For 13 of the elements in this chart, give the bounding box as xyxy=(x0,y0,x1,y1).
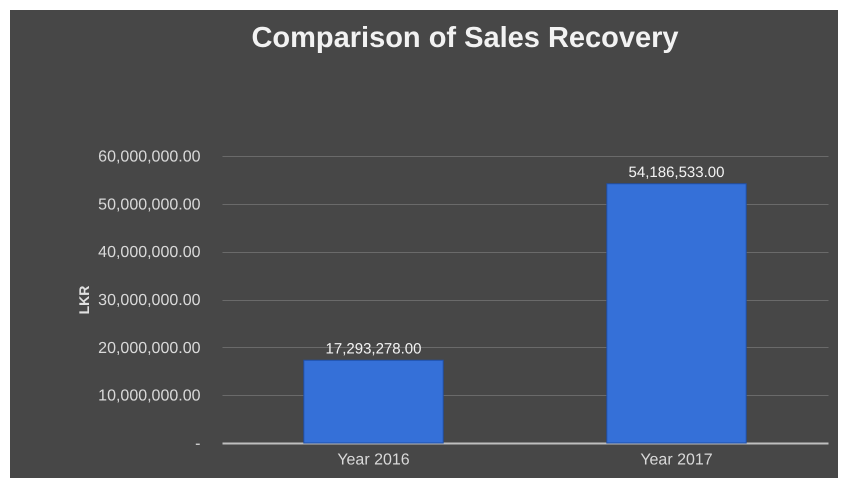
x-tick-label: Year 2016 xyxy=(337,452,410,468)
y-axis-title: LKR xyxy=(76,286,92,314)
y-tick-label: 60,000,000.00 xyxy=(98,148,201,166)
y-tick-label: - xyxy=(195,436,200,452)
x-tick-label: Year 2017 xyxy=(640,452,713,468)
data-label: 17,293,278.00 xyxy=(326,340,422,358)
y-tick-label: 50,000,000.00 xyxy=(98,196,201,214)
y-tick-label: 40,000,000.00 xyxy=(98,244,201,262)
y-tick-label: 20,000,000.00 xyxy=(98,340,201,357)
y-tick-label: 30,000,000.00 xyxy=(98,292,201,309)
data-label: 54,186,533.00 xyxy=(628,164,724,181)
chart-title: Comparison of Sales Recovery xyxy=(251,22,679,54)
y-tick-label: 10,000,000.00 xyxy=(98,388,201,405)
